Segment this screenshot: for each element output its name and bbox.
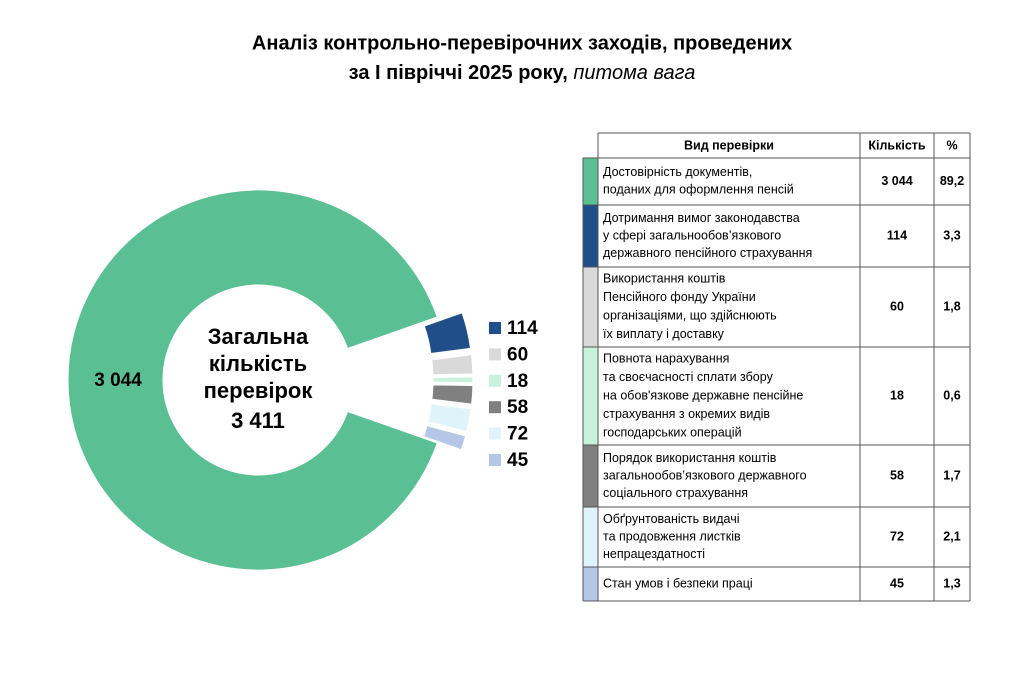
row-label: їх виплату і доставку — [602, 327, 725, 341]
row-share: 1,3 — [943, 576, 960, 590]
row-label: страхування з окремих видів — [603, 407, 770, 421]
pie-slice — [427, 403, 472, 433]
row-label: соціального страхування — [603, 486, 748, 500]
row-label: Обґрунтованість видачі — [603, 512, 740, 526]
table-header: Вид перевірки — [684, 138, 774, 152]
label-marker — [489, 454, 501, 466]
row-share: 1,8 — [943, 299, 960, 313]
pie-slice — [431, 384, 474, 405]
table-header: Кількість — [868, 138, 926, 152]
row-label: Пенсійного фонду України — [603, 290, 756, 304]
row-color-strip — [583, 347, 598, 445]
row-label: у сфері загальнообов’язкового — [603, 228, 781, 242]
row-count: 45 — [890, 576, 904, 590]
row-count: 18 — [890, 388, 904, 402]
slice-label: 60 — [507, 344, 528, 365]
row-share: 2,1 — [943, 529, 960, 543]
row-label: Використання коштів — [603, 272, 726, 286]
row-color-strip — [583, 567, 598, 601]
row-label: Порядок використання коштів — [603, 451, 777, 465]
row-color-strip — [583, 507, 598, 567]
row-label: та продовження листків — [603, 529, 741, 543]
row-share: 3,3 — [943, 228, 960, 242]
row-count: 3 044 — [881, 174, 912, 188]
row-color-strip — [583, 267, 598, 347]
slice-label: 72 — [507, 424, 528, 445]
row-label: Повнота нарахування — [603, 351, 729, 365]
row-label: Стан умов і безпеки праці — [603, 576, 753, 590]
center-label: перевірок — [204, 378, 314, 403]
slice-label: 3 044 — [94, 370, 142, 391]
center-total: 3 411 — [231, 408, 285, 433]
pie-slice — [422, 425, 467, 451]
label-marker — [489, 348, 501, 361]
title-line: за І півріччі 2025 року, питома вага — [349, 62, 696, 84]
pie-slice — [431, 354, 474, 376]
row-label: організаціями, що здійснюють — [603, 309, 777, 323]
row-label: Достовірність документів, — [603, 165, 752, 179]
row-count: 114 — [887, 228, 907, 242]
table-header: % — [946, 138, 957, 152]
row-label: непрацездатності — [603, 547, 705, 561]
row-share: 0,6 — [943, 388, 960, 402]
center-label: Загальна — [208, 324, 309, 349]
row-label: загальнообов’язкового державного — [603, 468, 807, 482]
pie-slice — [423, 312, 472, 355]
row-label: поданих для оформлення пенсій — [603, 183, 794, 197]
title-line: за І півріччі 2025 року, — [349, 62, 568, 84]
pie-slice — [67, 189, 438, 571]
center-label: кількість — [209, 351, 307, 376]
label-marker — [489, 322, 501, 334]
row-color-strip — [583, 205, 598, 267]
label-marker — [489, 427, 501, 440]
row-color-strip — [583, 158, 598, 205]
label-marker — [489, 401, 501, 414]
slice-label: 114 — [507, 318, 538, 339]
pie-slice — [432, 376, 474, 384]
title-line: Аналіз контрольно-перевірочних заходів, … — [252, 32, 792, 54]
row-count: 72 — [890, 529, 904, 543]
row-color-strip — [583, 445, 598, 507]
label-marker — [489, 374, 501, 387]
subtitle: питома вага — [573, 62, 695, 84]
row-count: 58 — [890, 468, 904, 482]
row-share: 1,7 — [943, 468, 960, 482]
row-label: господарських операцій — [603, 425, 742, 439]
row-share: 89,2 — [940, 174, 964, 188]
row-label: державного пенсійного страхування — [603, 246, 812, 260]
row-count: 60 — [890, 299, 904, 313]
row-label: Дотримання вимог законодавства — [603, 211, 800, 225]
row-label: на обов'язкове державне пенсійне — [603, 388, 803, 402]
slice-label: 18 — [507, 371, 528, 392]
slice-label: 58 — [507, 397, 528, 418]
slice-label: 45 — [507, 450, 529, 471]
row-label: та своєчасності сплати збору — [603, 370, 774, 384]
